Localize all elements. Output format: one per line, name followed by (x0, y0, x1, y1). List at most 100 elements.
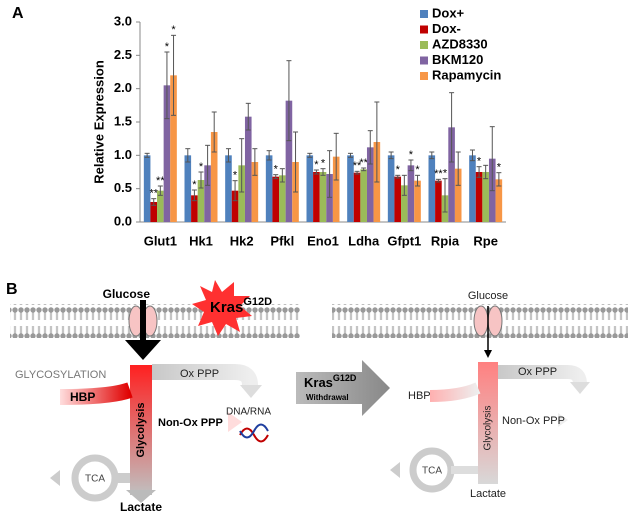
bar (225, 155, 232, 222)
bar (407, 165, 415, 222)
bar (347, 155, 354, 222)
significance: * (497, 162, 502, 174)
bar (279, 175, 286, 222)
kras-label: KrasG12D (210, 296, 272, 316)
bar (238, 165, 245, 222)
x-tick-label: Hk2 (230, 233, 254, 248)
glucose-arrow-head (125, 340, 161, 360)
lactate-label: Lactate (120, 500, 162, 514)
bar (482, 172, 489, 222)
legend-swatch (420, 25, 428, 34)
bar (204, 165, 211, 222)
significance: * (409, 149, 414, 161)
bar (360, 169, 367, 222)
bar (387, 155, 395, 222)
bar (448, 127, 455, 222)
legend-swatch (420, 56, 428, 65)
bar (401, 185, 408, 222)
bar (495, 179, 503, 222)
y-tick-label: 1.0 (114, 147, 132, 162)
flux-arrow (570, 382, 590, 394)
significance: * (171, 24, 176, 36)
significance: * (321, 158, 326, 170)
ox-ppp-label: Ox PPP (518, 366, 557, 378)
significance: * (443, 168, 448, 180)
transporter (487, 305, 503, 337)
non-ox-ppp-label: Non-Ox PPP (502, 415, 565, 427)
kras-withdrawal: KrasG12D (304, 373, 357, 390)
tca-label: TCA (422, 466, 442, 477)
bar (244, 116, 252, 222)
flux-arrow (240, 385, 262, 398)
bar-chart: 0.0 0.5 1.0 1.5 2.0 2.5 3.0 Relative Expression… (91, 5, 506, 248)
significance: * (477, 156, 482, 168)
withdrawal-arrow (296, 360, 390, 416)
legend-label: Dox- (432, 21, 461, 36)
dna-rna-label: DNA/RNA (226, 407, 271, 418)
y-tick-label: 2.5 (114, 47, 132, 62)
bar (332, 156, 340, 222)
hbp-label: HBP (70, 390, 95, 404)
glycolysis-flux (478, 362, 498, 484)
flux-arrow (390, 462, 400, 478)
x-tick-label: Pfkl (270, 233, 294, 248)
bar (170, 75, 177, 222)
legend-swatch (420, 10, 428, 18)
bar (414, 180, 421, 222)
significance: ** (156, 175, 165, 187)
bar (366, 147, 374, 222)
ox-ppp-flux (498, 365, 587, 385)
bar (394, 176, 402, 222)
significance: ** (359, 157, 368, 169)
kras-text: Kras (210, 299, 243, 316)
bar (265, 155, 273, 222)
x-tick-label: Gfpt1 (387, 233, 421, 248)
bar (143, 155, 151, 222)
significance: * (314, 159, 319, 171)
flux-arrow (50, 470, 60, 486)
significance: * (396, 164, 401, 176)
bar (197, 180, 205, 222)
hbp-flux (429, 382, 481, 402)
bar (184, 155, 192, 222)
glucose-arrow-head (484, 350, 492, 358)
x-tick-label: Rpia (431, 233, 460, 248)
x-tick-label: Eno1 (307, 233, 339, 248)
flux-arrow (126, 490, 156, 503)
glucose-label: Glucose (103, 287, 151, 301)
significance: * (233, 170, 238, 182)
bar (285, 100, 293, 222)
kras-superscript: G12D (243, 296, 272, 308)
bar (454, 168, 462, 222)
legend-label: Dox+ (432, 5, 465, 20)
legend-swatch (420, 72, 428, 80)
glycolysis-flux (130, 365, 152, 495)
bar (306, 155, 314, 222)
y-tick-label: 1.5 (114, 113, 132, 128)
y-axis-label: Relative Expression (91, 60, 106, 184)
glycolysis-label: Glycolysis (483, 405, 494, 450)
hbp-flux (59, 382, 133, 405)
withdrawal-label: Withdrawal (306, 393, 349, 402)
bar (326, 174, 333, 222)
bar (435, 180, 442, 222)
bar (428, 155, 436, 222)
legend-label: Rapamycin (432, 67, 501, 82)
x-tick-label: Hk1 (189, 233, 213, 248)
dna-helix (239, 427, 269, 443)
bar (475, 172, 483, 222)
x-tick-label: Glut1 (144, 233, 177, 248)
hbp-label: HBP (408, 390, 431, 402)
y-tick-label: 0.5 (114, 180, 132, 195)
bar (251, 162, 259, 222)
significance: ** (353, 160, 362, 172)
dna-helix (239, 423, 269, 439)
lactate-label: Lactate (470, 488, 506, 500)
flux-arrow (558, 413, 568, 427)
legend-swatch (420, 41, 428, 49)
significance: * (274, 164, 279, 176)
significance: * (165, 41, 170, 53)
bar (191, 195, 198, 222)
legend-label: BKM120 (432, 52, 483, 67)
tca-label: TCA (85, 474, 105, 485)
